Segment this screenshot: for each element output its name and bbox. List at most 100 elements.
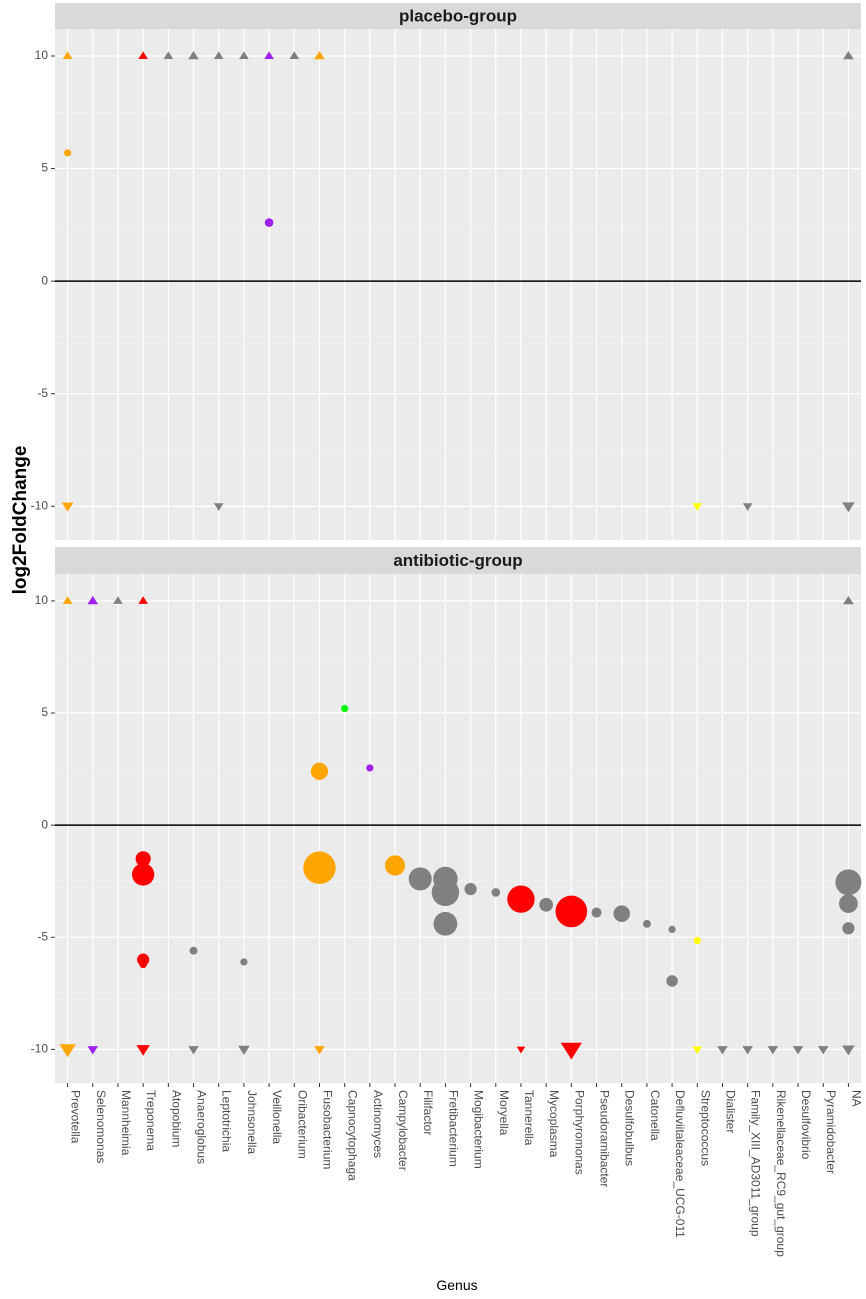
point-family-xiii-ad3011-group: [742, 503, 753, 511]
point-defluviitaleaceae-ucg-011: [666, 975, 678, 987]
x-tick-label: Pseudoramibacter: [598, 1090, 612, 1187]
point-prevotella: [61, 502, 74, 512]
y-tick-label: -5: [37, 929, 48, 943]
point-mycoplasma: [539, 897, 553, 912]
point-johnsonella: [240, 958, 248, 966]
panel-antibiotic-group: antibiotic-group -10 -5 0 5 10: [31, 547, 862, 1083]
x-tick-label: Porphyromonas: [572, 1090, 586, 1175]
x-tick-label: Rikenellaceae_RC9_gut_group: [774, 1090, 788, 1257]
point-tannerella: [507, 885, 535, 913]
point-treponema: [136, 1045, 150, 1056]
x-tick-label: Mannheimia: [119, 1090, 133, 1156]
point-mogibacterium: [464, 882, 477, 896]
x-tick-label: Tannerella: [522, 1090, 536, 1146]
panel-strip: [55, 3, 861, 29]
point-family-xiii-ad3011-group: [742, 1046, 753, 1055]
point-fusobacterium: [310, 762, 329, 780]
x-tick-label: Desulfobulbus: [623, 1090, 637, 1166]
point-streptococcus: [693, 937, 701, 945]
x-tick-label: Desulfovibrio: [799, 1090, 813, 1160]
x-tick-label: Johnsonella: [245, 1090, 259, 1154]
point-fusobacterium: [314, 1046, 325, 1055]
point-atopobium: [163, 51, 174, 60]
x-tick-label: Family_XIII_AD3011_group: [749, 1090, 763, 1237]
y-tick-label: -10: [31, 498, 49, 512]
point-na: [842, 502, 855, 513]
point-prevotella: [62, 596, 73, 604]
x-tick-label: Streptococcus: [698, 1090, 712, 1166]
point-anaeroglobus: [188, 50, 199, 60]
x-tick-label: Campylobacter: [396, 1090, 410, 1171]
point-moryella: [491, 888, 501, 897]
point-porphyromonas: [560, 1042, 582, 1060]
y-tick-label: 10: [35, 48, 49, 62]
x-tick-label: Veillonella: [270, 1090, 284, 1144]
point-dialister: [717, 1046, 728, 1055]
x-tick-label: Selenomonas: [94, 1090, 108, 1163]
panel-title: placebo-group: [399, 6, 517, 25]
point-streptococcus: [692, 503, 703, 511]
point-mannheimia: [113, 596, 123, 604]
x-tick-label: Treponema: [144, 1090, 158, 1151]
x-tick-label: Atopobium: [169, 1090, 183, 1147]
x-tick-label: Pyramidobacter: [824, 1090, 838, 1174]
x-tick-label: Fusobacterium: [320, 1090, 334, 1169]
point-treponema: [135, 851, 151, 867]
y-tick-label: 5: [41, 705, 48, 719]
point-na: [842, 922, 855, 935]
x-tick-label: Catonella: [648, 1090, 662, 1141]
point-prevotella: [62, 51, 73, 60]
point-prevotella: [59, 1044, 76, 1058]
point-filifactor: [408, 867, 432, 891]
panel-placebo-group: placebo-group -10 -5 0 5 10: [31, 3, 861, 540]
point-na: [843, 595, 854, 605]
point-na: [835, 869, 862, 896]
panel-strip: [55, 547, 861, 574]
point-desulfovibrio: [792, 1046, 804, 1055]
x-axis: Prevotella Selenomonas Mannheimia Treponema…: [67, 1083, 863, 1257]
point-selenomonas: [87, 1046, 99, 1055]
y-tick-label: -10: [31, 1042, 49, 1056]
point-treponema: [131, 863, 155, 886]
panel-background: [55, 29, 861, 540]
x-tick-label: NA: [849, 1090, 863, 1107]
chart-panels: placebo-group -10 -5 0 5 10 antibiotic-group -1…: [31, 3, 862, 1083]
x-tick-label: Moryella: [497, 1090, 511, 1136]
point-treponema: [138, 51, 148, 60]
y-axis-label: log2FoldChange: [10, 446, 31, 595]
x-tick-label: Mogibacterium: [472, 1090, 486, 1169]
point-prevotella: [63, 149, 72, 157]
x-tick-label: Oribacterium: [295, 1090, 309, 1159]
x-tick-label: Actinomyces: [371, 1090, 385, 1158]
point-johnsonella: [239, 51, 249, 60]
point-catonella: [642, 919, 651, 928]
point-leptotrichia: [213, 51, 224, 60]
point-anaeroglobus: [188, 1046, 199, 1055]
y-tick-label: 0: [41, 817, 48, 831]
point-actinomyces: [366, 764, 374, 772]
point-anaeroglobus: [189, 946, 198, 955]
x-tick-label: Capnocytophaga: [346, 1090, 360, 1181]
point-na: [843, 50, 854, 60]
x-tick-label: Anaeroglobus: [195, 1090, 209, 1164]
x-axis-label: Genus: [436, 1277, 477, 1293]
y-tick-label: -5: [37, 386, 48, 400]
x-tick-label: Mycoplasma: [547, 1090, 561, 1158]
x-tick-label: Fretibacterium: [446, 1090, 460, 1167]
point-streptococcus: [692, 1046, 703, 1054]
point-desulfobulbus: [613, 905, 630, 922]
point-leptotrichia: [213, 503, 224, 511]
point-selenomonas: [87, 595, 99, 605]
point-rikenellaceae-rc9-gut-group: [767, 1046, 779, 1055]
y-tick-label: 10: [35, 593, 49, 607]
point-na: [839, 894, 858, 913]
point-veillonella: [264, 51, 274, 60]
panel-title: antibiotic-group: [393, 551, 522, 570]
point-johnsonella: [238, 1045, 250, 1055]
point-fusobacterium: [303, 851, 336, 884]
x-tick-label: Leptotrichia: [220, 1090, 234, 1152]
x-tick-label: Prevotella: [69, 1090, 83, 1144]
x-tick-label: Defluviitaleaceae_UCG-011: [673, 1090, 687, 1238]
x-tick-label: Filifactor: [421, 1090, 435, 1135]
